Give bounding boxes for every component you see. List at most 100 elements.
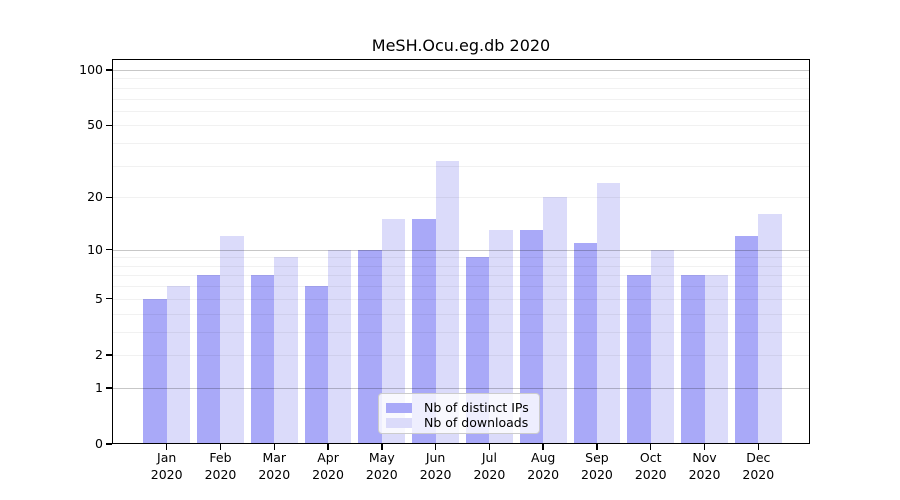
bar-downloads-may [381,219,406,444]
x-tick-month: Dec [746,450,771,465]
x-tick-month: Nov [692,450,717,465]
x-tick-month: May [368,450,395,465]
bar-distinct-ips-feb [197,275,221,444]
bar-downloads-jul [489,230,513,444]
x-tick-dec [757,444,759,450]
y-tick-label-100: 100 [79,62,103,77]
gridline-minor-3 [112,331,810,333]
gridline-minor-20 [112,197,810,199]
bar-distinct-ips-apr [304,286,329,444]
x-tick-label-jun: Jun 2020 [406,449,466,483]
bar-downloads-mar [274,257,298,444]
gridline-minor-2 [112,354,810,356]
x-tick-label-may: May 2020 [352,449,412,483]
x-tick-year: 2020 [150,467,183,482]
gridline-minor-90 [112,78,810,80]
gridline-minor-4 [112,313,810,315]
gridline-minor-60 [112,110,810,112]
x-tick-label-aug: Aug 2020 [513,449,573,483]
bar-distinct-ips-oct [627,275,651,444]
gridline-minor-70 [112,98,810,100]
x-tick-jun [434,444,437,450]
bar-distinct-ips-dec [734,236,759,444]
x-tick-aug [542,444,544,450]
x-tick-month: Jun [425,450,446,465]
legend: Nb of distinct IPs Nb of downloads [378,393,540,434]
bar-downloads-oct [650,249,675,444]
x-tick-sep [596,444,598,450]
x-tick-year: 2020 [419,467,452,482]
y-tick-label-0: 0 [95,436,103,451]
x-tick-year: 2020 [742,467,775,482]
bar-distinct-ips-jun [412,219,436,444]
bar-distinct-ips-sep [573,242,597,444]
bar-downloads-feb [220,236,244,444]
x-tick-label-oct: Oct 2020 [621,449,681,483]
gridline-major-100 [112,70,810,71]
x-tick-year: 2020 [312,467,344,482]
gridline-minor-30 [112,165,810,167]
x-tick-mar [273,444,275,450]
bar-distinct-ips-may [358,249,382,444]
y-tick-5 [106,298,112,300]
gridline-minor-40 [112,143,810,145]
gridline-minor-6 [112,286,810,288]
gridline-minor-9 [112,257,810,259]
legend-label-distinct-ips: Nb of distinct IPs [424,400,529,415]
y-tick-label-5: 5 [95,290,103,306]
y-tick-100 [106,69,112,71]
y-tick-label-10: 10 [87,241,103,257]
x-tick-label-apr: Apr 2020 [298,449,358,483]
x-tick-feb [219,444,222,450]
gridline-major-1 [112,387,810,389]
y-tick-50 [106,124,112,127]
x-tick-year: 2020 [204,467,237,482]
bar-downloads-jun [435,160,459,444]
bar-downloads-dec [758,214,782,444]
x-tick-year: 2020 [527,467,560,482]
x-tick-may [381,444,383,450]
bar-downloads-nov [704,275,728,444]
bar-distinct-ips-nov [681,275,705,444]
x-tick-month: Sep [585,450,609,465]
x-tick-label-jan: Jan 2020 [137,449,197,483]
x-tick-jan [166,444,168,450]
x-tick-year: 2020 [581,467,613,482]
legend-label-downloads: Nb of downloads [424,415,529,430]
bar-distinct-ips-jan [143,298,167,444]
x-tick-label-sep: Sep 2020 [567,449,627,483]
legend-item-downloads: Nb of downloads [386,415,530,430]
y-tick-2 [106,354,112,356]
x-tick-year: 2020 [473,467,506,482]
y-tick-label-2: 2 [95,346,103,362]
bar-downloads-sep [596,183,621,444]
gridline-minor-50 [112,125,810,127]
x-tick-year: 2020 [634,467,667,482]
x-tick-year: 2020 [365,467,398,482]
legend-swatch-downloads [386,417,412,428]
x-tick-month: Apr [317,450,339,465]
gridline-minor-7 [112,275,810,277]
y-tick-20 [106,196,112,198]
x-tick-oct [650,444,652,450]
x-tick-label-jul: Jul 2020 [459,449,519,483]
x-tick-month: Oct [639,450,662,465]
bar-downloads-aug [543,197,567,444]
y-tick-10 [106,248,112,251]
x-tick-label-nov: Nov 2020 [675,449,735,483]
x-tick-jul [488,444,491,450]
y-tick-label-50: 50 [87,117,103,133]
bar-downloads-jan [166,286,191,444]
bar-distinct-ips-aug [519,230,544,444]
y-tick-label-20: 20 [87,189,103,205]
x-tick-month: Mar [262,450,287,465]
legend-swatch-distinct-ips [386,402,412,413]
x-tick-month: Feb [209,450,232,465]
x-tick-label-mar: Mar 2020 [244,449,304,483]
x-tick-nov [703,444,706,450]
x-tick-apr [327,444,329,450]
x-tick-year: 2020 [688,467,721,482]
x-tick-label-feb: Feb 2020 [190,449,250,483]
x-tick-label-dec: Dec 2020 [728,449,788,483]
